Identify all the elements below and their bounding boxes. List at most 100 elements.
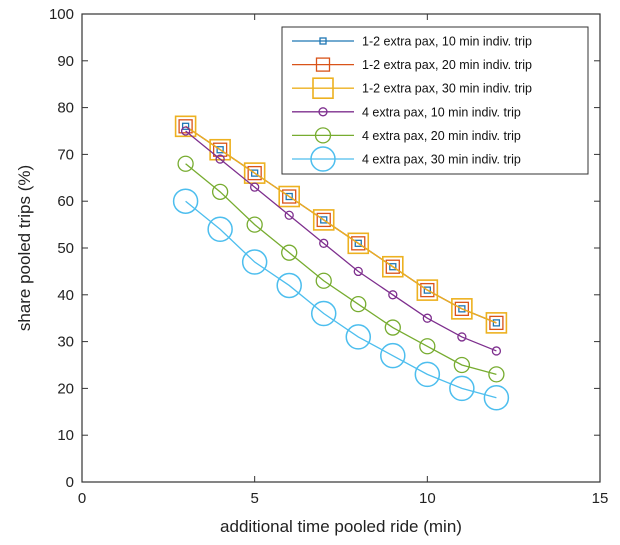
data-point — [180, 126, 191, 136]
data-point — [483, 385, 510, 411]
legend-marker — [312, 77, 334, 99]
axes-box — [81, 13, 601, 483]
data-point — [457, 332, 467, 342]
data-point — [354, 239, 362, 247]
data-point — [215, 154, 225, 164]
legend-marker — [310, 146, 336, 172]
series-line — [185, 163, 497, 375]
data-point — [420, 282, 435, 298]
legend-label: 1-2 extra pax, 30 min indiv. trip — [362, 82, 532, 96]
data-point — [312, 209, 335, 231]
legend: 1-2 extra pax, 10 min indiv. trip 1-2 ext… — [281, 26, 589, 175]
data-point — [251, 169, 259, 177]
data-point — [350, 296, 367, 313]
data-point — [489, 315, 504, 331]
legend-label: 4 extra pax, 30 min indiv. trip — [362, 153, 521, 167]
x-tick-label: 10 — [419, 490, 436, 507]
data-point — [347, 232, 370, 255]
data-point — [454, 301, 470, 316]
y-tick-label: 20 — [57, 380, 74, 397]
y-tick-label: 70 — [57, 146, 74, 163]
data-point — [345, 324, 372, 350]
legend-box — [281, 26, 589, 175]
legend-marker — [314, 127, 332, 144]
legend-item: 1-2 extra pax, 20 min indiv. trip — [292, 57, 532, 72]
y-tick-label: 90 — [57, 53, 74, 70]
data-point — [172, 188, 199, 214]
y-axis-label: share pooled trips (%) — [15, 165, 34, 331]
legend-label: 4 extra pax, 20 min indiv. trip — [362, 129, 521, 143]
legend-label: 1-2 extra pax, 20 min indiv. trip — [362, 58, 532, 72]
data-point — [449, 375, 475, 402]
data-point — [315, 272, 332, 289]
data-point — [281, 244, 298, 261]
legend-item: 4 extra pax, 20 min indiv. trip — [292, 127, 521, 144]
legend-marker — [318, 107, 328, 117]
data-point — [178, 119, 193, 134]
legend-item: 1-2 extra pax, 30 min indiv. trip — [292, 77, 532, 99]
data-point — [385, 259, 400, 274]
series-line — [185, 130, 497, 352]
data-point — [211, 183, 229, 200]
x-axis-label: additional time pooled ride (min) — [220, 517, 462, 536]
data-point — [319, 238, 329, 248]
data-point — [276, 272, 302, 299]
data-point — [285, 192, 293, 201]
data-point — [216, 146, 224, 154]
legend-label: 1-2 extra pax, 10 min indiv. trip — [362, 35, 532, 49]
data-point — [282, 189, 297, 204]
data-point — [320, 216, 328, 224]
x-tick-label: 0 — [78, 490, 86, 507]
data-point — [247, 165, 262, 181]
data-point — [351, 236, 366, 251]
data-point — [353, 266, 363, 277]
data-point — [458, 305, 466, 313]
legend-marker — [319, 37, 327, 45]
series-4 — [180, 126, 502, 356]
data-point — [207, 216, 233, 243]
series-line — [185, 125, 497, 324]
data-point — [246, 216, 263, 233]
x-tick-label: 5 — [250, 490, 258, 507]
series-5 — [177, 155, 505, 383]
data-point — [174, 115, 197, 138]
data-point — [491, 346, 502, 356]
x-tick-label: 15 — [592, 490, 609, 507]
data-point — [250, 182, 260, 192]
series-3 — [174, 115, 508, 334]
data-point — [380, 342, 406, 369]
data-point — [384, 319, 401, 336]
series-line — [185, 200, 497, 399]
data-point — [485, 312, 508, 334]
data-point — [389, 263, 397, 271]
legend-item: 4 extra pax, 10 min indiv. trip — [292, 105, 521, 119]
y-tick-label: 80 — [57, 100, 74, 117]
data-point — [381, 255, 404, 278]
data-point — [423, 286, 431, 294]
y-tick-label: 100 — [49, 6, 74, 23]
data-point — [284, 210, 294, 220]
y-tick-label: 10 — [57, 427, 74, 444]
data-point — [453, 356, 471, 374]
data-point — [310, 300, 337, 327]
data-point — [278, 185, 301, 208]
legend-marker — [315, 57, 331, 72]
data-point — [414, 361, 441, 388]
data-point — [488, 366, 505, 383]
data-point — [181, 122, 190, 130]
y-tick-label: 50 — [57, 240, 74, 257]
data-point — [416, 279, 439, 301]
data-point — [241, 249, 268, 275]
legend-item: 1-2 extra pax, 10 min indiv. trip — [292, 35, 532, 49]
data-point — [451, 298, 473, 320]
legend-item: 4 extra pax, 30 min indiv. trip — [292, 146, 521, 172]
y-tick-label: 30 — [57, 334, 74, 351]
series-6 — [172, 188, 510, 411]
data-point — [419, 338, 436, 355]
data-point — [177, 155, 194, 172]
data-point — [316, 212, 331, 228]
data-point — [388, 290, 398, 300]
y-tick-label: 60 — [57, 193, 74, 210]
